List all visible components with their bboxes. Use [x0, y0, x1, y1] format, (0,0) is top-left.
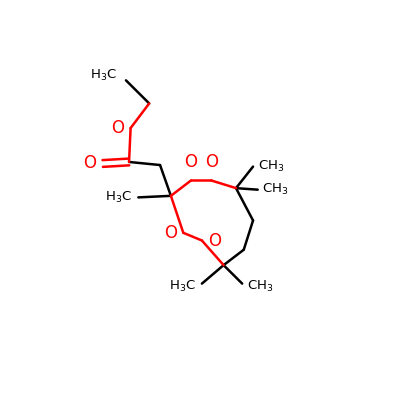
Text: O: O — [111, 119, 124, 137]
Text: CH$_3$: CH$_3$ — [262, 182, 289, 197]
Text: H$_3$C: H$_3$C — [90, 68, 117, 83]
Text: CH$_3$: CH$_3$ — [247, 279, 273, 294]
Text: O: O — [208, 232, 221, 250]
Text: O: O — [184, 153, 198, 171]
Text: H$_3$C: H$_3$C — [169, 279, 196, 294]
Text: O: O — [164, 224, 177, 242]
Text: H$_3$C: H$_3$C — [105, 190, 132, 205]
Text: CH$_3$: CH$_3$ — [258, 159, 284, 174]
Text: O: O — [205, 153, 218, 171]
Text: O: O — [84, 154, 96, 172]
